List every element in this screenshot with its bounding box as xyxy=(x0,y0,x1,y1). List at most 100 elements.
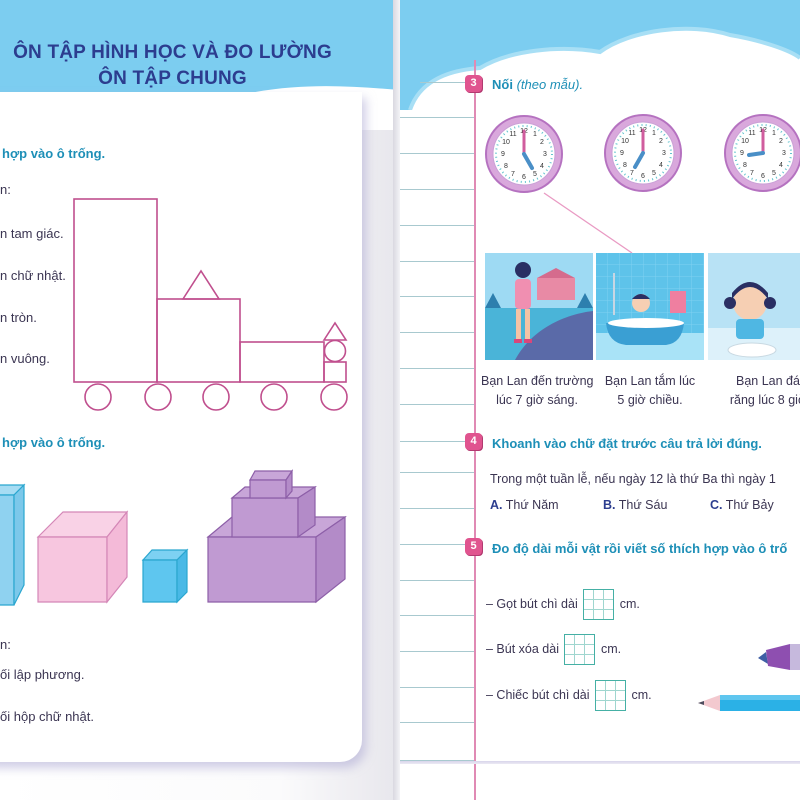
ruled-line xyxy=(400,404,475,405)
option-a[interactable]: A. Thứ Năm xyxy=(490,498,559,512)
ruled-line xyxy=(400,722,475,723)
exercise1-line-triangle: n tam giác. xyxy=(0,226,64,241)
ruled-line xyxy=(420,82,475,83)
svg-text:7: 7 xyxy=(511,171,515,178)
question3-number-badge: 3 xyxy=(465,75,482,92)
svg-text:5: 5 xyxy=(533,171,537,178)
measure-row-pencil: – Chiếc bút chì dài cm. xyxy=(486,680,652,711)
ruled-line xyxy=(400,615,475,616)
worksheet-card xyxy=(0,92,362,762)
question3-heading: Nối (theo mẫu). xyxy=(492,77,583,92)
page-edge xyxy=(400,761,800,764)
caption-brush-line1: Bạn Lan đá xyxy=(736,374,800,388)
ruled-line xyxy=(400,687,475,688)
scene-bathing[interactable] xyxy=(596,253,704,360)
exercise1-line-square: n vuông. xyxy=(0,351,50,366)
ruled-line xyxy=(400,189,475,190)
correction-pen-answer-box[interactable] xyxy=(564,634,596,665)
page-subtitle: ÔN TẬP CHUNG xyxy=(98,68,247,89)
clock-9-oclock-icon[interactable]: 121234567891011 xyxy=(723,113,800,193)
pencil-unit: cm. xyxy=(631,687,652,702)
caption-bath-line2: 5 giờ chiều. xyxy=(617,393,683,407)
clock-7-oclock-icon[interactable]: 121234567891011 xyxy=(603,113,683,193)
exercise1-heading: hợp vào ô trống. xyxy=(2,146,106,161)
svg-text:8: 8 xyxy=(623,162,627,169)
svg-text:10: 10 xyxy=(502,139,510,146)
question4-prompt: Trong một tuần lễ, nếu ngày 12 là thứ Ba… xyxy=(490,472,776,486)
svg-text:1: 1 xyxy=(533,131,537,138)
svg-text:4: 4 xyxy=(540,163,544,170)
svg-text:2: 2 xyxy=(659,138,663,145)
question5-number-badge: 5 xyxy=(465,538,482,555)
svg-text:2: 2 xyxy=(540,139,544,146)
svg-text:9: 9 xyxy=(620,150,624,157)
clock-5-oclock-icon[interactable]: 121234567891011 xyxy=(484,114,564,194)
svg-text:5: 5 xyxy=(772,170,776,177)
3d-blocks-figure xyxy=(0,469,347,606)
ruled-line xyxy=(400,760,475,761)
option-b-letter: B. xyxy=(603,498,616,512)
exercise2-heading: hợp vào ô trống. xyxy=(2,435,106,450)
ruled-line xyxy=(400,651,475,652)
caption-bath: Bạn Lan tắm lúc 5 giờ chiều. xyxy=(594,372,706,410)
pencil-label: – Chiếc bút chì dài xyxy=(486,687,590,702)
svg-text:9: 9 xyxy=(740,150,744,157)
svg-text:5: 5 xyxy=(652,170,656,177)
option-b-text: Thứ Sáu xyxy=(618,498,668,512)
ruled-line xyxy=(400,153,475,154)
svg-text:8: 8 xyxy=(504,163,508,170)
correction-pen-label: – Bút xóa dài xyxy=(486,641,559,656)
svg-text:10: 10 xyxy=(621,138,629,145)
caption-school-line2: lúc 7 giờ sáng. xyxy=(496,393,578,407)
svg-text:2: 2 xyxy=(779,138,783,145)
correction-pen-icon xyxy=(758,644,800,670)
option-b[interactable]: B. Thứ Sáu xyxy=(603,498,667,512)
ruled-line xyxy=(400,472,475,473)
option-a-letter: A. xyxy=(490,498,503,512)
question5-heading: Đo độ dài mỗi vật rồi viết số thích hợp … xyxy=(492,541,788,556)
caption-brush-line2: răng lúc 8 giờ xyxy=(729,393,800,407)
svg-text:4: 4 xyxy=(779,162,783,169)
train-shapes-figure xyxy=(73,198,348,411)
svg-text:3: 3 xyxy=(543,151,547,158)
svg-text:11: 11 xyxy=(509,131,516,138)
ruled-line xyxy=(400,117,475,118)
exercise2-line-cuboid: ối hộp chữ nhật. xyxy=(0,709,94,724)
measure-row-sharpener: – Gọt bút chì dài cm. xyxy=(486,589,640,620)
option-c-text: Thứ Bảy xyxy=(725,498,774,512)
margin-line xyxy=(474,60,476,800)
caption-school: Bạn Lan đến trường lúc 7 giờ sáng. xyxy=(481,372,593,410)
question4-number-badge: 4 xyxy=(465,433,482,450)
question3-heading-text: Nối xyxy=(492,77,513,92)
ruled-line xyxy=(400,332,475,333)
page-title: ÔN TẬP HÌNH HỌC VÀ ĐO LƯỜNG xyxy=(13,42,332,63)
ruled-line xyxy=(400,544,475,545)
svg-text:7: 7 xyxy=(750,170,754,177)
option-c[interactable]: C. Thứ Bảy xyxy=(710,498,774,512)
option-c-letter: C. xyxy=(710,498,723,512)
caption-bath-line1: Bạn Lan tắm lúc xyxy=(604,374,696,388)
sky-cloud-banner xyxy=(400,0,800,110)
exercise2-line-cube: ối lập phương. xyxy=(0,667,85,682)
sample-connector-line xyxy=(543,192,633,254)
ruled-line xyxy=(400,225,475,226)
sharpener-answer-box[interactable] xyxy=(583,589,615,620)
measure-row-correction-pen: – Bút xóa dài cm. xyxy=(486,634,621,665)
svg-text:4: 4 xyxy=(659,162,663,169)
caption-brush: Bạn Lan đá răng lúc 8 giờ xyxy=(712,372,800,410)
exercise1-line-rectangle: n chữ nhật. xyxy=(0,268,66,283)
ruled-line xyxy=(400,508,475,509)
question3-heading-note: (theo mẫu). xyxy=(516,77,584,92)
left-page: ÔN TẬP HÌNH HỌC VÀ ĐO LƯỜNG ÔN TẬP CHUNG… xyxy=(0,0,400,800)
pencil-icon xyxy=(698,695,800,711)
svg-text:6: 6 xyxy=(761,173,765,180)
scene-going-to-school[interactable] xyxy=(485,253,593,360)
ruled-line xyxy=(400,368,475,369)
scene-brushing-teeth[interactable] xyxy=(708,253,800,360)
pencil-answer-box[interactable] xyxy=(595,680,627,711)
option-a-text: Thứ Năm xyxy=(505,498,559,512)
question4-heading: Khoanh vào chữ đặt trước câu trả lời đún… xyxy=(492,436,762,451)
exercise1-intro: n: xyxy=(0,182,11,197)
svg-text:7: 7 xyxy=(630,170,634,177)
caption-school-line1: Bạn Lan đến trường xyxy=(481,374,594,388)
